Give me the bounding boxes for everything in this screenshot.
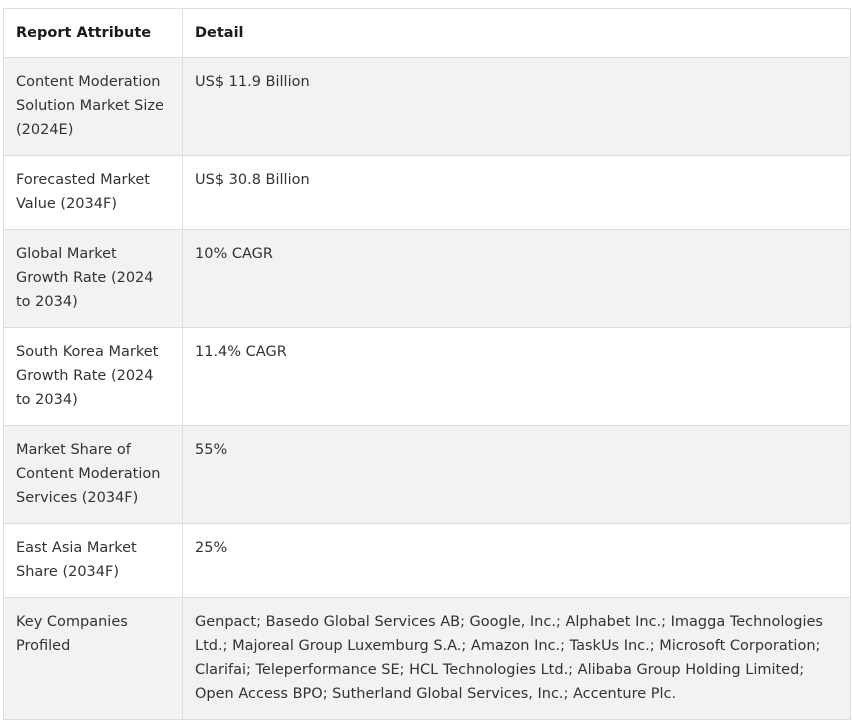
row-detail-cell: US$ 11.9 Billion	[182, 57, 851, 156]
row-detail-cell: Genpact; Basedo Global Services AB; Goog…	[182, 597, 851, 720]
row-attribute-cell: Content Moderation Solution Market Size …	[3, 57, 183, 156]
row-detail-cell: 25%	[182, 523, 851, 598]
row-attribute-cell: East Asia Market Share (2034F)	[3, 523, 183, 598]
row-attribute-cell: South Korea Market Growth Rate (2024 to …	[3, 327, 183, 426]
report-table-container: Report Attribute Detail Content Moderati…	[3, 8, 851, 720]
row-attribute-cell: Market Share of Content Moderation Servi…	[3, 425, 183, 524]
row-attribute-cell: Key Companies Profiled	[3, 597, 183, 720]
header-detail: Detail	[182, 8, 851, 58]
table-row: Forecasted Market Value (2034F) US$ 30.8…	[3, 155, 851, 230]
table-row: Global Market Growth Rate (2024 to 2034)…	[3, 229, 851, 328]
row-detail-cell: 10% CAGR	[182, 229, 851, 328]
row-detail-cell: 55%	[182, 425, 851, 524]
header-report-attribute: Report Attribute	[3, 8, 183, 58]
table-row: Content Moderation Solution Market Size …	[3, 57, 851, 156]
table-row: East Asia Market Share (2034F) 25%	[3, 523, 851, 598]
table-row: Market Share of Content Moderation Servi…	[3, 425, 851, 524]
report-attributes-table: Report Attribute Detail Content Moderati…	[3, 8, 851, 720]
row-attribute-cell: Global Market Growth Rate (2024 to 2034)	[3, 229, 183, 328]
row-detail-cell: 11.4% CAGR	[182, 327, 851, 426]
table-row: South Korea Market Growth Rate (2024 to …	[3, 327, 851, 426]
table-row: Key Companies Profiled Genpact; Basedo G…	[3, 597, 851, 720]
table-header-row: Report Attribute Detail	[3, 8, 851, 58]
row-attribute-cell: Forecasted Market Value (2034F)	[3, 155, 183, 230]
row-detail-cell: US$ 30.8 Billion	[182, 155, 851, 230]
